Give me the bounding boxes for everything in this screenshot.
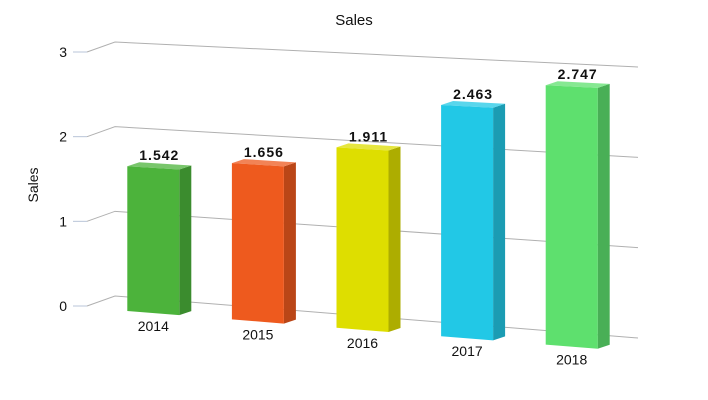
bars xyxy=(127,81,610,349)
data-labels: 1.542 1.656 1.911 2.463 2.747 xyxy=(139,66,598,163)
bar-side-face xyxy=(388,146,401,332)
gridline xyxy=(86,41,639,68)
bar-front-face xyxy=(545,85,598,349)
x-category-label: 2018 xyxy=(556,352,587,368)
bar-side-face xyxy=(597,83,610,349)
y-tick-label: 0 xyxy=(59,298,67,314)
bar-2017 xyxy=(441,100,506,341)
bar-top-face xyxy=(336,143,401,151)
bar-top-face xyxy=(545,81,610,88)
bar-front-face xyxy=(441,104,494,341)
x-category-label: 2015 xyxy=(242,326,273,342)
y-axis-ticks: 0 1 2 3 xyxy=(59,44,87,314)
y-axis-label: Sales xyxy=(25,167,41,202)
bar-top-face xyxy=(231,159,296,167)
chart-title: Sales xyxy=(335,12,373,29)
bar-2015 xyxy=(231,159,296,324)
bar-2014 xyxy=(127,162,192,316)
bar-front-face xyxy=(127,166,180,316)
bar-front-face xyxy=(336,147,389,332)
y-tick-label: 3 xyxy=(59,44,67,60)
bar-value-label: 1.542 xyxy=(139,147,179,163)
bar-value-label: 1.656 xyxy=(244,144,284,160)
bar-2018 xyxy=(545,81,610,349)
bar-front-face xyxy=(231,163,284,324)
bar-value-label: 1.911 xyxy=(349,128,388,144)
x-category-label: 2016 xyxy=(347,335,378,351)
bar-2016 xyxy=(336,143,401,332)
bar-value-label: 2.463 xyxy=(453,86,493,102)
bar-top-face xyxy=(441,100,506,108)
bar-side-face xyxy=(283,162,296,324)
bar-side-face xyxy=(493,103,506,341)
x-axis-categories: 2014 2015 2016 2017 2018 xyxy=(138,318,588,368)
bar-value-label: 2.747 xyxy=(558,66,598,82)
bar-top-face xyxy=(127,162,192,170)
bar-side-face xyxy=(179,165,192,316)
y-tick-label: 1 xyxy=(59,213,67,229)
x-category-label: 2017 xyxy=(452,343,483,359)
y-tick-label: 2 xyxy=(59,129,67,145)
x-category-label: 2014 xyxy=(138,318,169,334)
